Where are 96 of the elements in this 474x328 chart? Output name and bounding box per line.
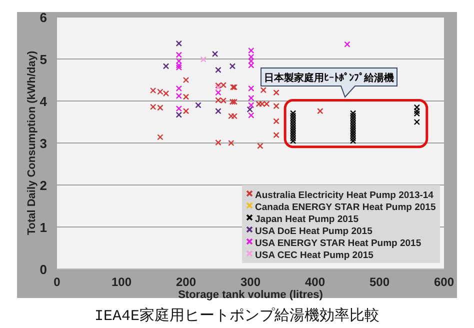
point <box>229 98 236 105</box>
point <box>212 50 218 58</box>
point <box>273 132 280 138</box>
x-axis-title: Storage tank volume (litres) <box>178 289 324 301</box>
point <box>350 138 356 144</box>
point <box>248 102 254 108</box>
point <box>350 130 356 136</box>
point <box>257 142 264 150</box>
x-tick-label: 500 <box>369 275 390 289</box>
point <box>176 85 182 92</box>
point <box>290 120 296 126</box>
legend-label: USA ENERGY STAR Heat Pump 2015 <box>255 238 422 249</box>
point <box>176 92 182 100</box>
point <box>195 102 202 108</box>
point <box>200 56 207 63</box>
point <box>350 118 356 124</box>
y-tick-label: 3 <box>40 136 47 151</box>
y-tick-label: 2 <box>40 178 47 193</box>
legend-label: Canada ENERGY STAR Heat Pump 2015 <box>255 202 436 213</box>
point <box>231 98 238 105</box>
point <box>246 106 253 112</box>
point <box>350 128 356 134</box>
point <box>248 54 254 60</box>
point <box>248 112 254 118</box>
point <box>414 118 420 126</box>
x-tick-label: 100 <box>111 275 132 289</box>
point <box>414 104 420 110</box>
point <box>344 41 350 48</box>
point <box>290 130 296 136</box>
point <box>176 62 182 68</box>
point <box>290 125 296 132</box>
point <box>182 76 190 84</box>
point <box>248 58 254 64</box>
point <box>350 135 356 142</box>
point <box>273 118 280 124</box>
x-tick-label: 0 <box>54 275 61 289</box>
point <box>290 118 296 124</box>
point <box>176 105 182 112</box>
point <box>215 66 222 74</box>
point <box>228 140 234 146</box>
point <box>290 128 296 134</box>
annotation: 日本製家庭用ﾋｰﾄﾎﾟﾝﾌﾟ給湯機 <box>264 72 394 84</box>
legend-label: Australia Electricity Heat Pump 2013-14 <box>255 190 434 201</box>
y-tick-label: 1 <box>40 220 47 235</box>
point <box>350 112 356 119</box>
y-tick-label: 6 <box>40 10 47 25</box>
point <box>162 63 170 70</box>
point <box>260 86 266 94</box>
point <box>215 90 222 96</box>
point <box>290 135 296 142</box>
point <box>414 110 420 117</box>
point <box>290 132 296 139</box>
x-tick-label: 300 <box>240 275 261 289</box>
legend-label: USA CEC Heat Pump 2015 <box>255 250 374 261</box>
x-tick-label: 600 <box>434 275 454 289</box>
point <box>414 108 420 114</box>
point <box>229 63 236 70</box>
point <box>248 48 254 54</box>
text: IEA4E家庭用ヒートポンプ給湯機効率比較 <box>94 307 380 325</box>
point <box>215 108 222 114</box>
point <box>290 115 296 122</box>
point <box>182 108 190 114</box>
point <box>176 64 182 70</box>
point <box>350 110 356 116</box>
point <box>176 112 182 118</box>
point <box>290 138 296 144</box>
point <box>290 122 296 129</box>
legend-label: Japan Heat Pump 2015 <box>255 214 360 225</box>
point <box>350 132 356 139</box>
point <box>290 112 296 119</box>
y-axis-title: Total Daily Consumption (kWh/day) <box>26 50 38 236</box>
point <box>290 110 296 116</box>
point <box>350 122 356 129</box>
point <box>231 113 238 120</box>
point <box>182 94 190 100</box>
point <box>273 102 280 110</box>
point <box>248 62 254 68</box>
point <box>176 58 182 64</box>
point <box>248 85 254 92</box>
point <box>350 115 356 122</box>
legend-label: USA DoE Heat Pump 2015 <box>255 226 374 237</box>
y-tick-label: 0 <box>40 262 47 277</box>
point <box>317 108 324 114</box>
x-tick-label: 400 <box>304 275 326 289</box>
point <box>350 125 356 132</box>
point <box>228 113 234 120</box>
point <box>176 52 182 58</box>
point <box>215 139 222 146</box>
point <box>350 120 356 126</box>
x-tick-label: 200 <box>176 275 196 289</box>
point <box>157 134 164 140</box>
point <box>248 94 254 102</box>
y-tick-label: 5 <box>40 52 47 67</box>
y-tick-label: 4 <box>40 94 48 109</box>
point <box>176 40 182 47</box>
point <box>273 90 280 96</box>
